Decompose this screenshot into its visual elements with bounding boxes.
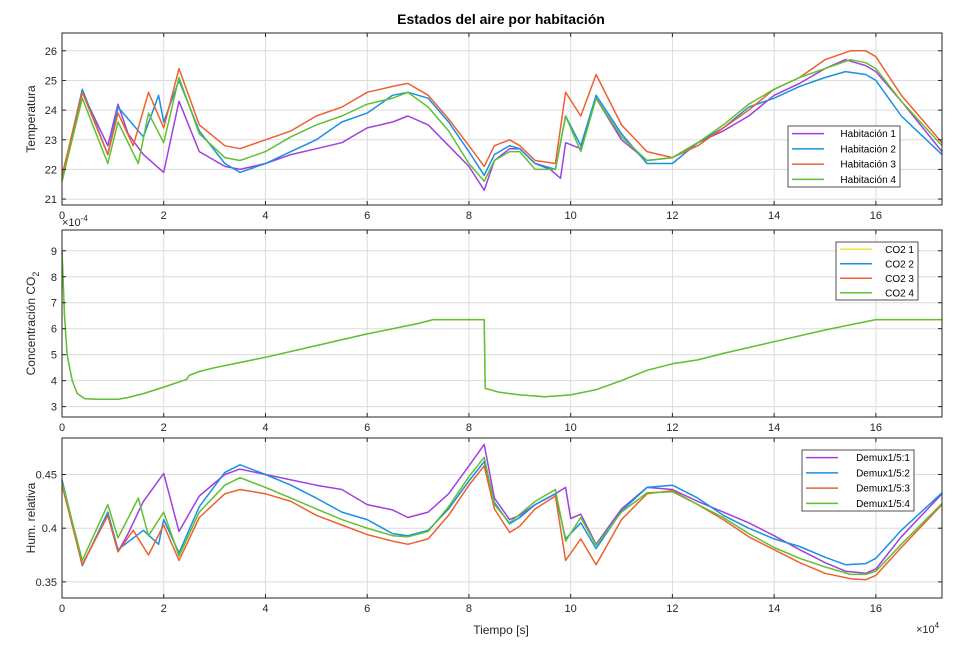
- temperature-y-tick-label: 22: [45, 164, 57, 176]
- humidity-plot-area: [62, 438, 942, 598]
- temperature-x-tick-label: 14: [768, 210, 780, 222]
- x-exponent-base: ×10: [916, 624, 935, 636]
- x-axis-label: Tiempo [s]: [473, 623, 529, 637]
- temperature-x-tick-label: 4: [262, 210, 268, 222]
- temperature-x-tick-label: 8: [466, 210, 472, 222]
- co2-y-tick-label: 7: [51, 298, 57, 310]
- temperature-legend-label: Habitación 2: [840, 144, 896, 155]
- co2-x-tick-label: 12: [666, 422, 678, 434]
- humidity-x-tick-label: 6: [364, 603, 370, 615]
- humidity-x-tick-label: 2: [161, 603, 167, 615]
- co2-axes-box: [61, 229, 943, 418]
- humidity-series-1-line: [61, 443, 943, 575]
- co2-y-tick-label: 3: [51, 402, 57, 414]
- co2-legend: CO2 1 CO2 2 CO2 3 CO2 4: [835, 241, 919, 301]
- humidity-y-axis-label: Hum. relativa: [24, 482, 38, 553]
- humidity-x-tick-label: 14: [768, 603, 780, 615]
- co2-y-tick-label: 4: [51, 376, 57, 388]
- temperature-y-tick-label: 24: [45, 105, 57, 117]
- humidity-series-4-line: [61, 456, 943, 576]
- co2-y-tick-label: 8: [51, 272, 57, 284]
- temperature-y-axis-label-text: Temperatura: [24, 85, 38, 153]
- co2-legend-box: [835, 241, 919, 301]
- humidity-legend-box: [801, 449, 915, 512]
- co2-x-tick-label: 10: [565, 422, 577, 434]
- humidity-y-tick-label: 0.35: [36, 577, 57, 589]
- co2-series-lines: [61, 250, 942, 401]
- humidity-grid: [61, 438, 942, 598]
- temperature-legend-label: Habitación 1: [840, 129, 896, 140]
- humidity-legend: Demux1/5:1 Demux1/5:2 Demux1/5:3 Demux1/5:4: [801, 449, 915, 512]
- co2-legend-label: CO2 4: [885, 288, 914, 299]
- co2-x-tick-label: 16: [870, 422, 882, 434]
- co2-legend-label: CO2 1: [885, 245, 914, 256]
- co2-plot-area: [62, 230, 942, 417]
- temperature-x-tick-label: 12: [666, 210, 678, 222]
- co2-x-tick-label: 6: [364, 422, 370, 434]
- humidity-legend-label: Demux1/5:2: [856, 468, 910, 479]
- humidity-x-tick-label: 8: [466, 603, 472, 615]
- temperature-y-tick-label: 26: [45, 46, 57, 58]
- temperature-x-tick-label: 16: [870, 210, 882, 222]
- x-exponent: ×104: [916, 621, 940, 636]
- humidity-legend-label: Demux1/5:4: [856, 499, 910, 510]
- temperature-x-tick-label: 6: [364, 210, 370, 222]
- co2-legend-label: CO2 3: [885, 274, 914, 285]
- temperature-y-axis-label: Temperatura: [24, 85, 38, 153]
- figure-title: Estados del aire por habitación: [397, 11, 605, 27]
- temperature-legend-label: Habitación 4: [840, 175, 896, 186]
- co2-y-tick-label: 9: [51, 246, 57, 258]
- humidity-series-lines: [61, 443, 943, 581]
- humidity-x-tick-label: 4: [262, 603, 268, 615]
- co2-y-axis-label-text: Concentración CO: [24, 277, 38, 376]
- co2-y-exponent-power: -4: [81, 214, 89, 223]
- humidity-x-tick-label: 10: [565, 603, 577, 615]
- temperature-legend-box: [787, 125, 901, 188]
- co2-y-axis-label: Concentración CO2: [24, 272, 41, 376]
- co2-y-axis-label-subscript: 2: [31, 272, 41, 277]
- humidity-x-tick-label: 0: [59, 603, 65, 615]
- co2-y-exponent: ×10-4: [62, 214, 88, 229]
- humidity-y-tick-label: 0.45: [36, 470, 57, 482]
- temperature-y-tick-label: 23: [45, 135, 57, 147]
- co2-series-4-line: [61, 250, 942, 401]
- humidity-x-tick-label: 16: [870, 603, 882, 615]
- temperature-legend: Habitación 1 Habitación 2 Habitación 3 Habi…: [787, 125, 901, 188]
- temperature-series-lines: [61, 50, 943, 191]
- co2-x-tick-label: 0: [59, 422, 65, 434]
- temperature-y-tick-label: 21: [45, 194, 57, 206]
- co2-y-tick-label: 5: [51, 350, 57, 362]
- co2-y-tick-label: 6: [51, 324, 57, 336]
- humidity-legend-label: Demux1/5:3: [856, 484, 910, 495]
- humidity-y-tick-label: 0.4: [42, 523, 57, 535]
- temperature-series-4-line: [61, 58, 943, 183]
- co2-x-tick-label: 4: [262, 422, 268, 434]
- humidity-x-tick-label: 12: [666, 603, 678, 615]
- temperature-x-tick-label: 2: [161, 210, 167, 222]
- co2-x-tick-label: 2: [161, 422, 167, 434]
- temperature-x-tick-label: 0: [59, 210, 65, 222]
- temperature-x-tick-label: 10: [565, 210, 577, 222]
- humidity-legend-label: Demux1/5:1: [856, 453, 910, 464]
- co2-y-exponent-base: ×10: [62, 217, 81, 229]
- co2-legend-label: CO2 2: [885, 259, 914, 270]
- temperature-series-3-line: [61, 50, 943, 176]
- temperature-legend-label: Habitación 3: [840, 160, 896, 171]
- co2-x-tick-label: 14: [768, 422, 780, 434]
- temperature-y-tick-label: 25: [45, 75, 57, 87]
- co2-x-tick-label: 8: [466, 422, 472, 434]
- humidity-series-3-line: [61, 465, 943, 581]
- temperature-axes-box: [61, 32, 943, 206]
- x-exponent-power: 4: [935, 621, 940, 630]
- humidity-axes-box: [61, 437, 943, 599]
- humidity-y-axis-label-text: Hum. relativa: [24, 482, 38, 553]
